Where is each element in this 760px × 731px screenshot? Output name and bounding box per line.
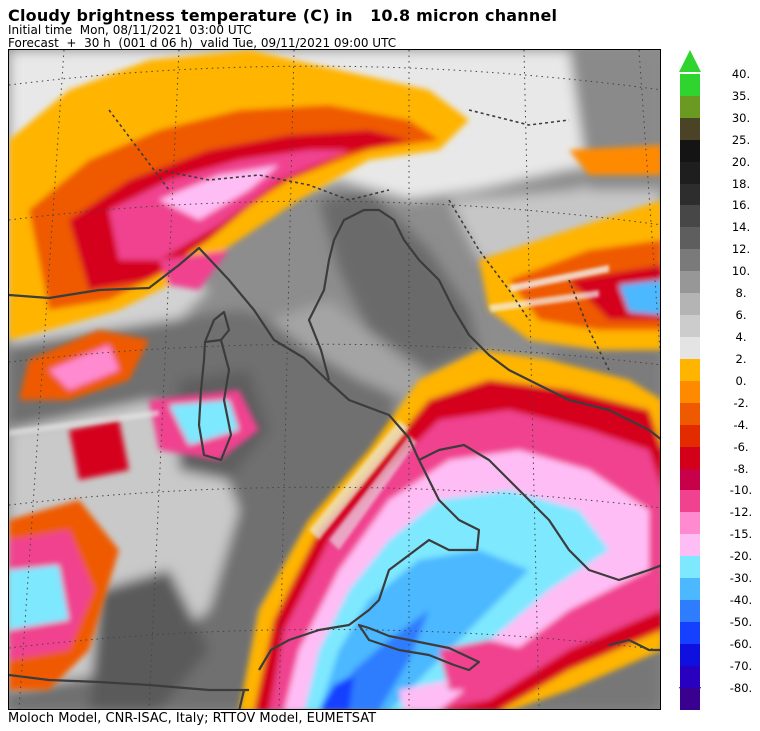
legend-swatch <box>680 74 700 96</box>
legend-label: -60. <box>729 636 753 651</box>
legend-label: -50. <box>729 614 753 629</box>
legend-swatch <box>680 117 700 140</box>
legend-label: 0. <box>735 373 747 388</box>
legend-swatch <box>680 205 700 228</box>
borders <box>108 109 610 371</box>
legend-label: -40. <box>729 592 753 607</box>
legend-label: -10. <box>729 483 753 498</box>
legend-swatch <box>680 380 700 403</box>
satellite-map <box>8 49 661 710</box>
legend-swatch <box>680 621 700 644</box>
legend-label: 4. <box>735 329 747 344</box>
legend-label: 18. <box>731 176 751 191</box>
legend-label: 35. <box>731 88 751 103</box>
legend-label: 30. <box>731 110 751 125</box>
cloud-streaks <box>9 265 609 550</box>
legend-swatch <box>680 599 700 622</box>
legend-swatch <box>680 446 700 469</box>
legend-label: 10. <box>731 264 751 279</box>
legend-label: 25. <box>731 132 751 147</box>
legend-swatch <box>680 227 700 250</box>
legend-label: -6. <box>733 439 749 454</box>
legend-swatch <box>680 293 700 315</box>
legend-label: 14. <box>731 220 751 235</box>
color-scale-legend: 40. 35. 30. 25. 20. 18. 16. 14. 12. 10. 8. 6. 4. 2. 0.… <box>678 48 760 713</box>
legend-swatch <box>680 139 700 162</box>
legend-label: 12. <box>731 242 751 257</box>
legend-swatch <box>680 512 700 535</box>
legend-swatch <box>680 161 700 184</box>
legend-swatch <box>680 183 700 206</box>
legend-swatch <box>680 468 700 491</box>
legend-swatch <box>680 95 700 118</box>
map-title: Cloudy brightness temperature (C) in 10.… <box>8 6 558 25</box>
legend-swatch <box>680 665 700 688</box>
legend-swatch <box>680 314 700 337</box>
legend-label: 2. <box>735 352 747 366</box>
graticule <box>9 50 660 709</box>
legend-label: -4. <box>733 417 749 432</box>
legend-label: -8. <box>733 461 749 476</box>
map-canvas <box>9 50 660 709</box>
initial-time-label: Initial time Mon, 08/11/2021 03:00 UTC <box>8 23 252 37</box>
legend-label: 40. <box>731 67 751 81</box>
legend-swatch <box>680 687 700 710</box>
legend-swatch <box>680 490 700 513</box>
cloud-top-field <box>9 50 660 709</box>
legend-label: -70. <box>729 658 753 673</box>
legend-swatch <box>680 534 700 557</box>
legend-swatch <box>680 643 700 666</box>
forecast-valid-label: Forecast + 30 h (001 d 06 h) valid Tue, … <box>8 36 397 50</box>
coastlines <box>9 208 660 709</box>
legend-arrow-top-icon <box>679 50 701 72</box>
legend-label: -12. <box>729 505 753 520</box>
legend-label: -2. <box>733 395 749 410</box>
legend-swatch <box>680 402 700 425</box>
legend-swatch <box>680 336 700 359</box>
legend-label: 20. <box>731 154 751 169</box>
legend-swatch <box>680 424 700 447</box>
legend-swatch <box>680 249 700 272</box>
legend-label: -20. <box>729 549 753 564</box>
legend-label: -80. <box>729 680 753 695</box>
legend-swatch <box>680 359 700 381</box>
legend-swatch <box>680 556 700 579</box>
legend-label: 8. <box>735 286 747 300</box>
legend-label: -30. <box>729 571 753 585</box>
legend-label: 6. <box>735 307 747 322</box>
legend-swatch <box>680 271 700 294</box>
legend-label: 16. <box>731 198 751 213</box>
legend-label: -15. <box>729 527 753 542</box>
legend-swatch <box>680 578 700 600</box>
model-credit: Moloch Model, CNR-ISAC, Italy; RTTOV Mod… <box>8 711 377 726</box>
